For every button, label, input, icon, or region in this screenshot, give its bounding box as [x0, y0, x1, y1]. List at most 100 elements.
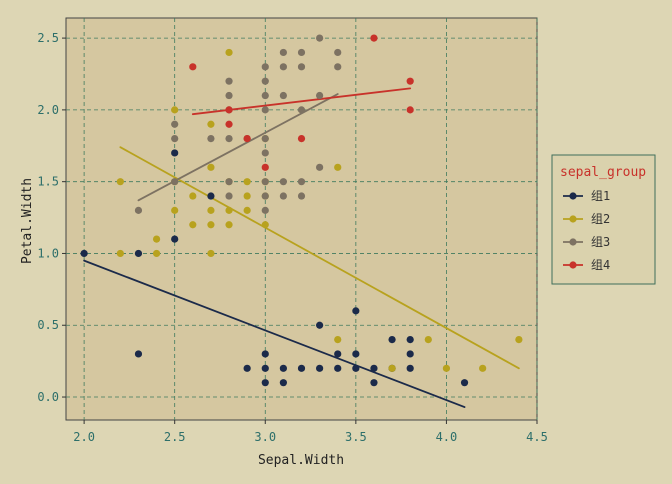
data-point: [207, 206, 215, 214]
data-point: [316, 34, 324, 42]
data-point: [243, 206, 251, 214]
data-point: [171, 135, 179, 143]
data-point: [261, 149, 269, 157]
data-point: [261, 135, 269, 143]
grid: [66, 18, 538, 420]
data-point: [297, 48, 306, 57]
data-point: [297, 63, 306, 71]
data-point: [297, 364, 306, 372]
data-point: [261, 350, 269, 358]
data-point: [171, 178, 179, 186]
data-point: [207, 192, 215, 200]
data-point: [189, 221, 197, 229]
data-point: [442, 364, 451, 372]
data-point: [225, 77, 233, 85]
data-point: [334, 48, 342, 57]
data-point: [370, 34, 378, 42]
data-point: [207, 221, 215, 229]
data-point: [406, 350, 414, 358]
data-point: [207, 163, 215, 171]
data-point: [460, 379, 469, 387]
data-point: [424, 336, 432, 344]
data-point: [261, 63, 269, 71]
data-point: [171, 206, 179, 214]
y-tick-label: 1.5: [37, 175, 59, 189]
data-point: [515, 336, 523, 344]
data-point: [316, 321, 324, 329]
data-point: [297, 192, 306, 200]
data-point: [297, 178, 306, 186]
data-point: [388, 336, 396, 344]
data-point: [171, 106, 179, 114]
data-point: [152, 235, 161, 243]
data-point: [243, 135, 251, 143]
axes: 2.0 2.5 3.0 3.5 4.0 4.5 0.0 0.5 1.0 1.5 2.0 2.5: [37, 31, 548, 444]
legend-marker: [569, 215, 577, 223]
data-point: [279, 192, 287, 200]
data-point: [388, 364, 396, 372]
y-tick-label: 0.5: [37, 318, 59, 332]
data-point: [225, 221, 233, 229]
data-point: [207, 249, 215, 258]
data-point: [80, 249, 88, 258]
data-point: [261, 77, 269, 85]
legend-label: 组2: [591, 212, 610, 226]
fit-line: [83, 259, 466, 408]
data-point: [297, 106, 306, 114]
legend-label: 组1: [591, 189, 610, 203]
data-point: [261, 192, 269, 200]
data-point: [352, 364, 360, 372]
data-point: [297, 135, 306, 143]
data-point: [152, 249, 161, 258]
data-point: [316, 364, 324, 372]
data-point: [243, 192, 251, 200]
legend-item: 组4: [563, 258, 610, 272]
y-axis-label: Petal.Width: [20, 178, 35, 264]
y-tick-label: 0.0: [37, 390, 59, 404]
data-point: [225, 206, 233, 214]
data-point: [243, 178, 251, 186]
data-point: [225, 48, 233, 57]
data-point: [116, 178, 124, 186]
data-point: [261, 364, 269, 372]
data-point: [261, 163, 269, 171]
data-point: [261, 178, 269, 186]
data-point: [207, 135, 215, 143]
legend-marker: [569, 238, 577, 246]
data-point: [261, 379, 269, 387]
x-tick-label: 3.5: [345, 430, 367, 444]
data-point: [134, 249, 143, 258]
legend-label: 组3: [591, 235, 610, 249]
legend-item: 组2: [563, 212, 610, 226]
data-point: [334, 63, 342, 71]
data-point: [279, 178, 287, 186]
x-tick-label: 4.0: [436, 430, 458, 444]
data-point: [316, 163, 324, 171]
data-point: [225, 178, 233, 186]
x-tick-label: 3.0: [254, 430, 276, 444]
plot-panel: [65, 17, 538, 421]
data-point: [279, 63, 287, 71]
data-point: [171, 149, 179, 157]
data-point: [225, 91, 233, 100]
y-tick-label: 2.0: [37, 103, 59, 117]
data-points: [80, 34, 523, 387]
y-tick-label: 1.0: [37, 246, 59, 260]
data-point: [406, 106, 414, 114]
data-point: [279, 91, 287, 100]
data-point: [334, 364, 342, 372]
x-tick-label: 4.5: [526, 430, 548, 444]
fit-line: [119, 146, 520, 370]
data-point: [261, 206, 269, 214]
data-point: [261, 106, 269, 114]
data-point: [134, 350, 143, 358]
data-point: [479, 364, 487, 372]
data-point: [316, 91, 324, 100]
data-point: [406, 364, 414, 372]
y-tick-label: 2.5: [37, 31, 59, 45]
data-point: [370, 364, 378, 372]
data-point: [171, 120, 179, 128]
data-point: [134, 206, 143, 214]
